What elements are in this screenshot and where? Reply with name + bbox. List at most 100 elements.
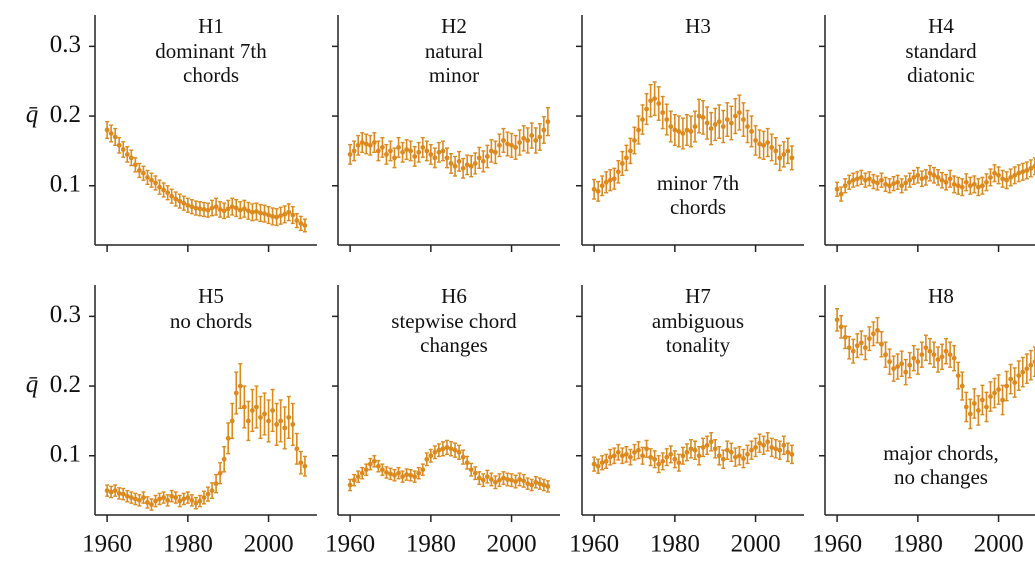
point <box>197 498 203 504</box>
point <box>1028 362 1034 368</box>
point <box>157 184 162 190</box>
point <box>177 498 183 504</box>
point <box>124 151 130 157</box>
point <box>262 411 267 417</box>
point <box>298 220 304 226</box>
annotation: stepwise chord <box>391 309 517 333</box>
point <box>915 359 921 365</box>
point <box>233 205 239 211</box>
point <box>1004 177 1010 183</box>
point <box>209 205 215 211</box>
point <box>213 481 219 487</box>
point <box>903 180 909 186</box>
point <box>696 113 702 119</box>
point <box>476 155 482 161</box>
point <box>250 209 255 215</box>
point <box>955 183 961 189</box>
point <box>745 451 750 457</box>
point <box>636 127 641 133</box>
point <box>505 141 510 147</box>
point <box>359 140 365 145</box>
point <box>384 470 389 475</box>
point <box>497 477 502 483</box>
point <box>660 458 666 464</box>
point <box>420 467 426 473</box>
annotation: major chords, <box>883 441 998 465</box>
point <box>177 198 183 204</box>
point <box>104 127 110 133</box>
point <box>875 180 880 186</box>
point <box>493 479 498 485</box>
point <box>923 345 929 351</box>
point <box>931 172 937 178</box>
point <box>521 478 527 484</box>
point <box>513 145 518 150</box>
point <box>270 214 275 219</box>
point <box>400 474 405 480</box>
point <box>907 177 913 183</box>
point <box>619 161 625 166</box>
panel-title: H4 <box>928 14 954 38</box>
point <box>241 206 247 212</box>
point <box>943 179 949 185</box>
point <box>846 179 852 185</box>
point <box>112 134 118 140</box>
point <box>1016 373 1022 379</box>
point <box>708 439 714 445</box>
x-tick-label: 2000 <box>244 531 294 558</box>
point <box>664 117 670 122</box>
point <box>525 138 531 143</box>
point <box>1012 172 1018 178</box>
annotation: minor <box>429 63 479 87</box>
point <box>363 467 369 473</box>
point <box>887 183 892 189</box>
point <box>241 404 247 410</box>
point <box>517 140 523 145</box>
point <box>472 470 478 476</box>
point <box>777 155 783 161</box>
point <box>656 101 662 106</box>
point <box>132 496 138 502</box>
point <box>664 454 670 460</box>
point <box>380 467 385 473</box>
point <box>975 184 981 190</box>
point <box>704 442 710 448</box>
point <box>692 447 698 453</box>
point <box>624 451 629 457</box>
point <box>371 140 377 145</box>
point <box>834 186 840 192</box>
point <box>262 211 267 217</box>
point <box>992 170 997 176</box>
x-tick-label: 2000 <box>487 531 537 558</box>
point <box>842 183 848 189</box>
point <box>895 179 901 185</box>
point <box>444 444 450 450</box>
point <box>765 140 771 145</box>
point <box>108 131 114 136</box>
point <box>120 147 126 152</box>
point <box>749 447 754 453</box>
point <box>282 211 288 217</box>
point <box>854 176 860 182</box>
point <box>120 491 126 497</box>
point <box>225 206 231 212</box>
point <box>636 447 641 453</box>
point <box>939 354 945 360</box>
annotation: diatonic <box>907 63 975 87</box>
point <box>781 151 787 157</box>
point <box>270 408 275 413</box>
point <box>724 447 730 453</box>
point <box>501 475 506 481</box>
point <box>854 343 860 349</box>
point <box>209 488 215 494</box>
point <box>225 435 231 441</box>
point <box>233 390 239 396</box>
point <box>769 145 775 150</box>
point <box>628 454 633 460</box>
point <box>169 493 175 499</box>
point <box>116 490 122 496</box>
point <box>943 348 949 354</box>
point <box>867 176 872 182</box>
point <box>923 174 929 180</box>
